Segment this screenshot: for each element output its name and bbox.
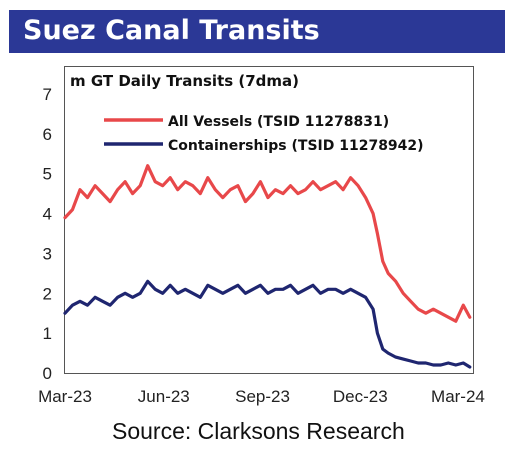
x-tick-label: Mar-23: [38, 387, 92, 406]
x-tick-label: Dec-23: [333, 387, 388, 406]
series-line-containerships: [63, 279, 472, 369]
series-line-all-vessels: [63, 164, 472, 323]
plot-frame: [64, 66, 474, 374]
title-bar: Suez Canal Transits: [9, 10, 505, 53]
y-tick-label: 4: [43, 205, 52, 224]
x-tick-label: Jun-23: [138, 387, 190, 406]
y-tick-label: 0: [43, 364, 52, 383]
legend-label: Containerships (TSID 11278942): [168, 138, 424, 154]
legend-label: All Vessels (TSID 11278831): [168, 114, 389, 130]
legend: All Vessels (TSID 11278831) Containership…: [104, 114, 424, 154]
x-tick-label: Mar-24: [431, 387, 485, 406]
y-tick-label: 7: [43, 85, 52, 104]
series-lines: [63, 164, 472, 369]
y-tick-label: 5: [43, 165, 52, 184]
y-tick-label: 2: [43, 284, 52, 303]
y-tick-label: 6: [43, 125, 52, 144]
x-axis-ticks: Mar-23 Jun-23 Sep-23 Dec-23 Mar-24: [38, 387, 485, 406]
y-axis-ticks: 0 1 2 3 4 5 6 7: [43, 85, 52, 383]
source-note: Source: Clarksons Research: [112, 418, 405, 444]
y-tick-label: 3: [43, 244, 52, 263]
x-tick-label: Sep-23: [235, 387, 290, 406]
chart-title: Suez Canal Transits: [23, 15, 320, 46]
y-axis-label: m GT Daily Transits (7dma): [70, 72, 299, 90]
y-tick-label: 1: [43, 324, 52, 343]
